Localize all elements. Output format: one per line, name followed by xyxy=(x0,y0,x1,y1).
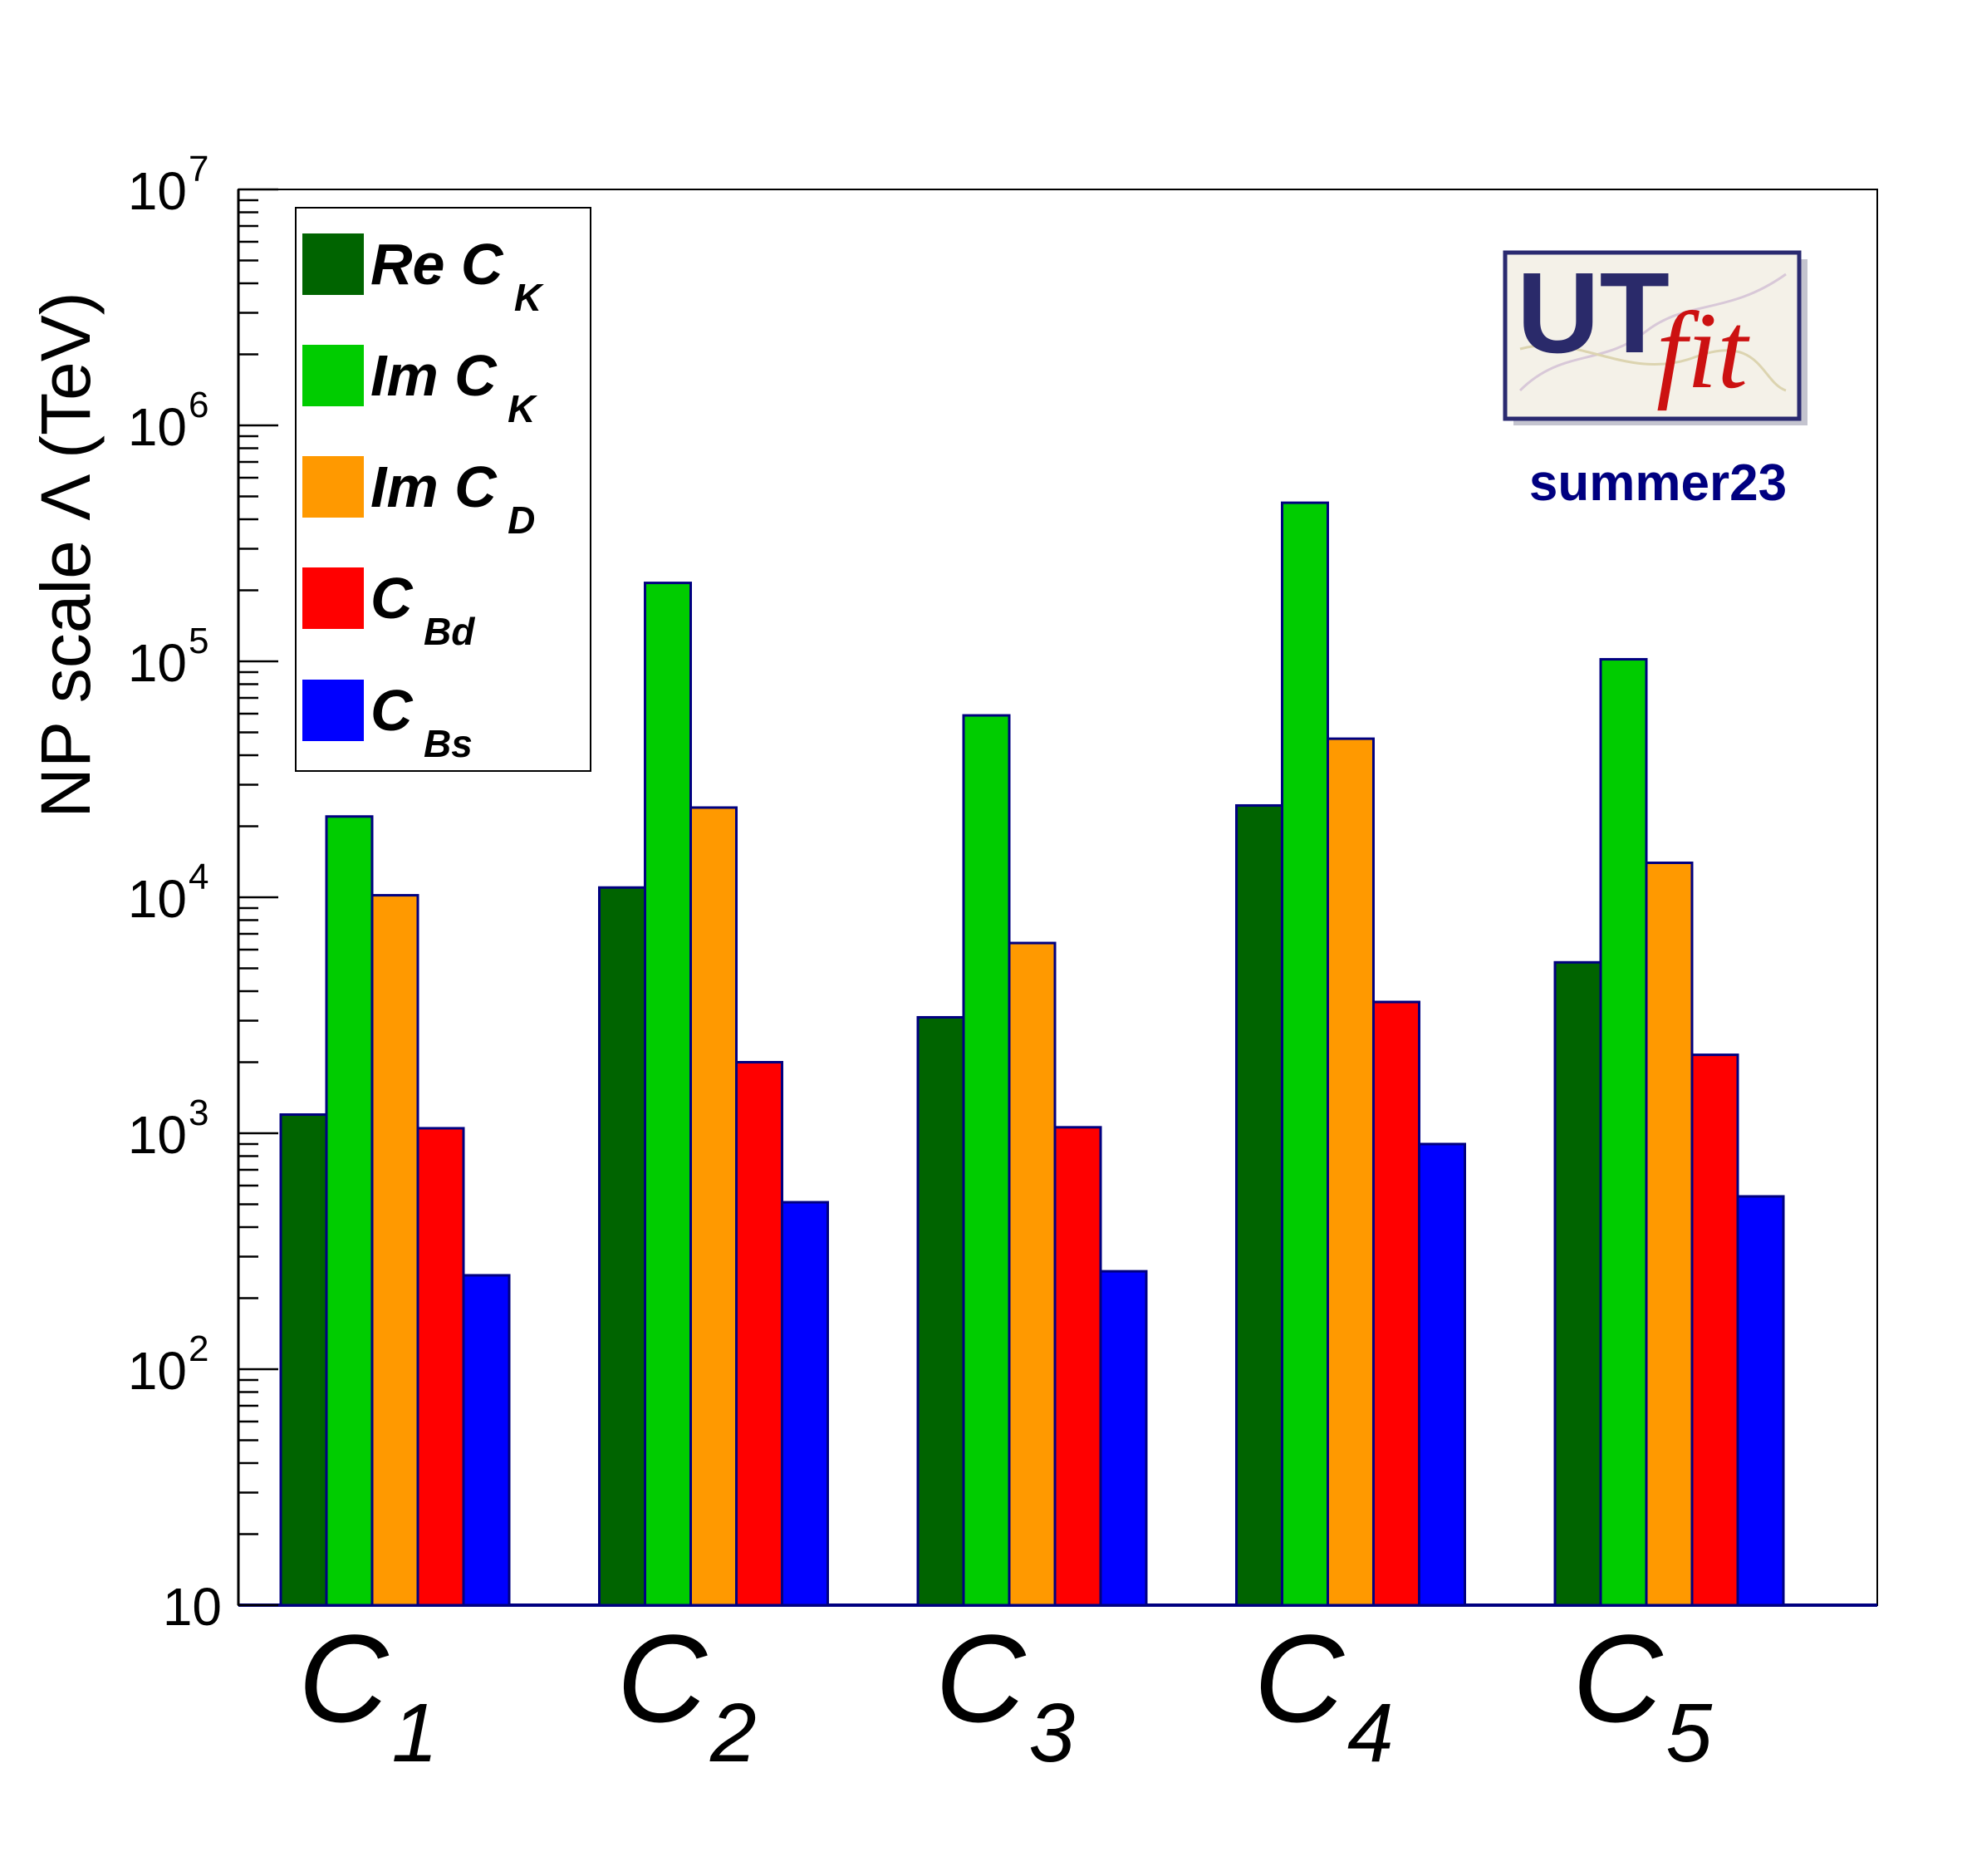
bar xyxy=(1690,1053,1739,1607)
y-tick-label: 10 6 xyxy=(128,385,209,457)
bar xyxy=(1327,737,1375,1607)
y-tick-base: 10 xyxy=(128,869,187,929)
y-tick-label: 10 3 xyxy=(128,1093,209,1165)
legend-label-main: Re C xyxy=(370,232,504,297)
bar xyxy=(1099,1269,1148,1607)
x-tick-sub: 5 xyxy=(1666,1687,1713,1780)
bar xyxy=(644,582,692,1607)
bar xyxy=(1418,1142,1466,1607)
bar xyxy=(598,886,646,1607)
bar xyxy=(735,1061,783,1607)
x-tick-main: C xyxy=(298,1608,390,1748)
bar xyxy=(1553,960,1602,1607)
bar xyxy=(1645,861,1694,1607)
y-axis-title: NP scale Λ (TeV) xyxy=(27,292,105,818)
bar xyxy=(689,806,738,1607)
x-tick-main: C xyxy=(617,1608,709,1748)
y-tick-label: 10 4 xyxy=(128,857,209,929)
bar xyxy=(1235,803,1283,1607)
y-tick-label: 10 xyxy=(163,1577,222,1637)
x-tick-sub: 4 xyxy=(1347,1687,1394,1780)
y-tick-base: 10 xyxy=(128,1341,187,1401)
legend-label-main: Im C xyxy=(370,343,498,408)
y-tick-base: 10 xyxy=(128,397,187,457)
x-tick-main: C xyxy=(1572,1608,1664,1748)
x-tick-main: C xyxy=(935,1608,1027,1748)
bar xyxy=(1053,1126,1102,1607)
bar xyxy=(325,815,374,1607)
y-tick-exponent: 4 xyxy=(189,857,208,897)
legend-swatch xyxy=(302,680,364,741)
y-tick-label: 10 2 xyxy=(128,1328,209,1401)
y-tick-exponent: 7 xyxy=(189,149,208,189)
bar xyxy=(416,1127,465,1607)
logo-fit-text: fit xyxy=(1656,289,1750,411)
y-tick-label: 10 7 xyxy=(128,149,209,221)
bar xyxy=(1281,501,1329,1607)
legend-label-sub: K xyxy=(508,387,537,430)
bar xyxy=(1736,1195,1785,1607)
bar xyxy=(279,1113,328,1607)
y-tick-base: 10 xyxy=(128,633,187,693)
bar xyxy=(1372,1000,1420,1607)
y-tick-label: 10 5 xyxy=(128,621,209,693)
legend-item: Im CD xyxy=(302,454,535,542)
x-tick-sub: 3 xyxy=(1029,1687,1076,1780)
legend-item: CBs xyxy=(302,678,473,765)
y-tick-base: 10 xyxy=(128,1105,187,1165)
legend-item: Re CK xyxy=(302,232,544,319)
utfit-logo: UT fit xyxy=(1503,249,1807,425)
x-tick-sub: 2 xyxy=(709,1687,757,1780)
y-tick-base: 10 xyxy=(128,161,187,221)
legend-swatch xyxy=(302,345,364,406)
bar xyxy=(462,1274,511,1607)
bar xyxy=(370,894,419,1607)
x-tick-sub: 1 xyxy=(392,1687,439,1780)
legend-item: Im CK xyxy=(302,343,537,430)
y-tick-exponent: 5 xyxy=(189,621,208,661)
bar xyxy=(916,1015,965,1607)
y-tick-base: 10 xyxy=(163,1577,222,1637)
bar xyxy=(962,714,1011,1607)
bar xyxy=(1599,658,1648,1607)
logo-ut-text: UT xyxy=(1517,249,1670,377)
logo-caption: summer23 xyxy=(1529,454,1787,512)
legend-label-main: C xyxy=(370,566,414,631)
legend-label-sub: Bs xyxy=(424,722,473,765)
legend-label-sub: Bd xyxy=(424,610,475,653)
y-tick-exponent: 3 xyxy=(189,1093,208,1133)
y-tick-exponent: 2 xyxy=(189,1328,208,1369)
legend-label-sub: K xyxy=(514,276,544,319)
legend-label-main: C xyxy=(370,678,414,743)
bars xyxy=(279,501,1785,1607)
legend-swatch xyxy=(302,456,364,518)
legend-swatch xyxy=(302,233,364,295)
y-tick-exponent: 6 xyxy=(189,385,208,425)
legend-label-main: Im C xyxy=(370,454,498,519)
bar xyxy=(1008,941,1057,1607)
legend-label-sub: D xyxy=(508,498,535,542)
x-tick-main: C xyxy=(1254,1608,1346,1748)
bar xyxy=(781,1201,829,1607)
legend-item: CBd xyxy=(302,566,475,653)
legend-swatch xyxy=(302,567,364,629)
